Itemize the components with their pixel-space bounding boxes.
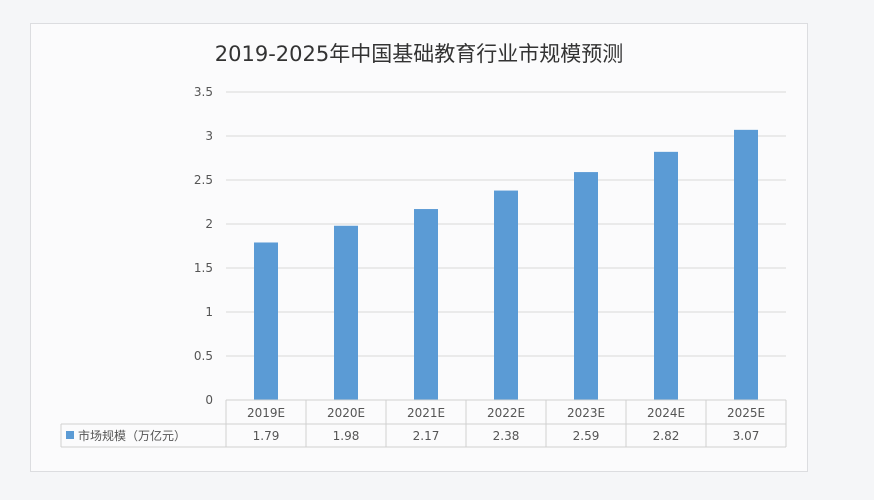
x-tick-label: 2024E <box>647 406 685 420</box>
x-tick-label: 2022E <box>487 406 525 420</box>
x-tick-label: 2020E <box>327 406 365 420</box>
legend-swatch <box>66 431 74 439</box>
y-tick-label: 2 <box>205 217 213 231</box>
y-tick-label: 3 <box>205 129 213 143</box>
y-tick-label: 0.5 <box>194 349 213 363</box>
data-label: 1.98 <box>333 429 360 443</box>
bar <box>574 172 598 400</box>
chart-title: 2019-2025年中国基础教育行业市规模预测 <box>214 42 624 66</box>
bar <box>654 151 678 400</box>
x-tick-label: 2019E <box>247 406 285 420</box>
bar <box>334 225 358 400</box>
data-label: 2.59 <box>573 429 600 443</box>
bar <box>734 129 758 400</box>
bar <box>494 190 518 400</box>
data-label: 2.82 <box>653 429 680 443</box>
y-tick-label: 3.5 <box>194 85 213 99</box>
legend-label: 市场规模（万亿元） <box>78 428 186 443</box>
data-label: 3.07 <box>733 429 760 443</box>
bar <box>414 209 438 400</box>
data-label: 2.38 <box>493 429 520 443</box>
y-tick-label: 1 <box>205 305 213 319</box>
bar <box>254 242 278 400</box>
data-label: 1.79 <box>253 429 280 443</box>
x-tick-label: 2021E <box>407 406 445 420</box>
y-tick-label: 2.5 <box>194 173 213 187</box>
x-tick-label: 2025E <box>727 406 765 420</box>
data-label: 2.17 <box>413 429 440 443</box>
x-tick-label: 2023E <box>567 406 605 420</box>
y-tick-label: 0 <box>205 393 213 407</box>
y-tick-label: 1.5 <box>194 261 213 275</box>
